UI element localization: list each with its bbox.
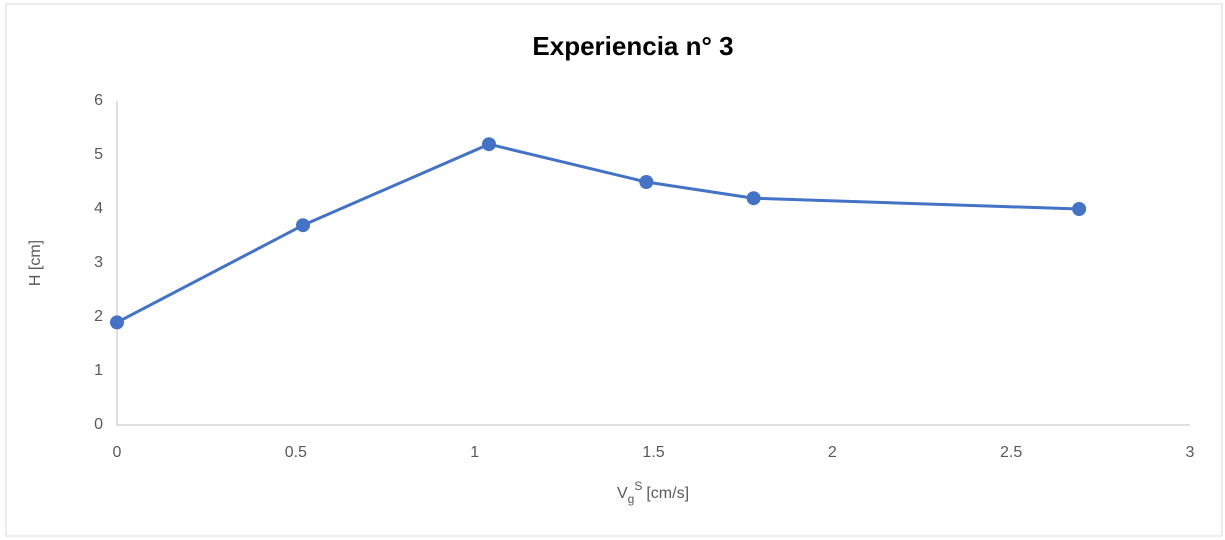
x-tick-label: 2.5 [1000, 444, 1022, 461]
x-axis-label: VgS [cm/s] [617, 479, 689, 506]
point [746, 191, 761, 206]
x-tick-label: 0.5 [285, 444, 307, 461]
x-tick-label: 1 [470, 444, 479, 461]
point [481, 137, 496, 152]
point [110, 315, 124, 330]
x-label-base: V [617, 485, 628, 502]
y-tick-label: 0 [94, 416, 103, 433]
x-label-sub: g [628, 492, 635, 506]
x-tick-label: 3 [1186, 444, 1195, 461]
series-line [116, 142, 1080, 324]
y-tick-label: 5 [94, 146, 103, 163]
x-label-unit: [cm/s] [646, 485, 689, 502]
y-tick-label: 3 [94, 254, 103, 271]
chart-frame [5, 3, 1223, 537]
y-tick-label: 2 [94, 308, 103, 325]
x-tick-label: 0 [113, 444, 122, 461]
x-tick-label: 2 [828, 444, 837, 461]
point [639, 175, 654, 189]
x-label-sup: S [634, 479, 642, 493]
chart-title: Experiencia n° 3 [532, 31, 733, 61]
point [1072, 202, 1087, 216]
y-tick-label: 1 [94, 362, 103, 379]
y-tick-label: 4 [94, 200, 103, 217]
point [295, 218, 310, 233]
x-tick-label: 1.5 [642, 444, 664, 461]
y-axis-label: H [cm] [27, 240, 44, 286]
y-tick-label: 6 [94, 92, 103, 109]
